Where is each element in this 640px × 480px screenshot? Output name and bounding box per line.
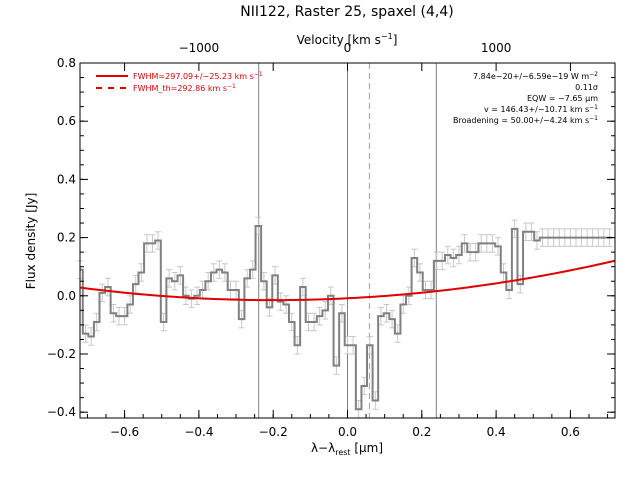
legend-label: FWHM_th=292.86 km s−1	[133, 83, 236, 93]
x-tick-label: 0.2	[412, 425, 431, 439]
top-tick-label: 0	[344, 41, 352, 55]
y-tick-label: 0.6	[57, 114, 76, 128]
fit-curve	[79, 259, 616, 302]
y-tick-label: −0.4	[47, 405, 76, 419]
annotation-text: v = 146.43+/−10.71 km s−1	[484, 104, 598, 114]
x-tick-label: 0.4	[487, 425, 506, 439]
x-tick-label: −0.2	[259, 425, 288, 439]
chart-title: NII122, Raster 25, spaxel (4,4)	[240, 4, 453, 20]
y-tick-label: 0.8	[57, 56, 76, 70]
x-tick-label: −0.4	[184, 425, 213, 439]
top-tick-label: 1000	[481, 41, 512, 55]
top-axis-label: Velocity [km s−1]	[297, 32, 398, 47]
y-axis-label: Flux density [Jy]	[24, 193, 38, 290]
x-tick-label: 0.6	[561, 425, 580, 439]
x-tick-label: −0.6	[110, 425, 139, 439]
annotation-text: Broadening = 50.00+/−4.24 km s−1	[453, 115, 598, 125]
legend-label: FWHM=297.09+/−25.23 km s−1	[133, 71, 263, 81]
y-tick-label: 0.0	[57, 289, 76, 303]
y-tick-label: 0.4	[57, 172, 76, 186]
data-step-line	[80, 224, 613, 411]
y-tick-label: 0.2	[57, 231, 76, 245]
x-tick-label: 0.0	[338, 425, 357, 439]
annotation-text: 7.84e−20+/−6.59e−19 W m−2	[473, 71, 598, 81]
annotation-text: EQW = −7.65 μm	[527, 94, 598, 103]
y-tick-label: −0.2	[47, 347, 76, 361]
x-axis-label: λ−λrest [μm]	[311, 441, 383, 457]
annotation-text: 0.11σ	[575, 83, 598, 92]
top-tick-label: −1000	[179, 41, 220, 55]
